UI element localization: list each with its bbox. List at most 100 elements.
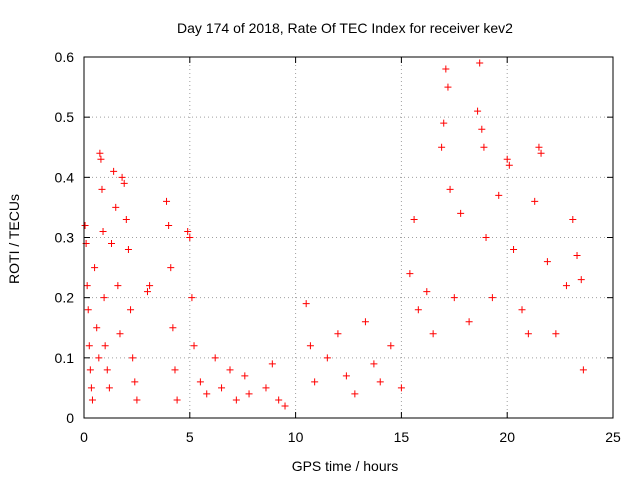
data-point <box>112 203 120 211</box>
data-point <box>86 366 94 374</box>
grid <box>84 57 613 418</box>
data-point <box>84 306 92 314</box>
data-point <box>169 324 177 332</box>
data-point <box>537 149 545 157</box>
data-point <box>218 384 226 392</box>
data-point <box>98 185 106 193</box>
data-point <box>442 65 450 73</box>
data-point <box>116 330 124 338</box>
data-point <box>478 125 486 133</box>
data-point <box>105 384 113 392</box>
data-point <box>482 234 490 241</box>
data-point <box>423 288 431 296</box>
data-point <box>167 264 175 272</box>
data-point <box>334 330 342 338</box>
data-point <box>429 330 437 338</box>
data-point <box>203 390 211 398</box>
data-point <box>524 330 532 338</box>
data-point <box>129 354 137 362</box>
data-point <box>476 59 484 67</box>
data-point <box>165 221 173 229</box>
data-point <box>495 191 503 199</box>
data-point <box>281 402 289 410</box>
data-point <box>370 360 378 368</box>
data-point <box>268 360 276 368</box>
data-point <box>226 366 234 374</box>
data-point <box>457 209 465 217</box>
data-point <box>351 390 359 398</box>
data-point <box>232 396 240 404</box>
data-point <box>143 288 151 296</box>
data-point <box>120 179 128 187</box>
data-point <box>245 390 253 398</box>
data-point <box>87 384 95 392</box>
data-point <box>579 366 587 374</box>
data-point <box>133 396 141 404</box>
data-point <box>96 149 104 157</box>
x-tick-label: 25 <box>605 429 621 445</box>
data-point <box>474 107 482 115</box>
y-axis-title: ROTI / TECUs <box>6 194 22 284</box>
data-point <box>406 270 414 278</box>
x-tick-label: 5 <box>186 429 194 445</box>
y-tick-label: 0.5 <box>55 109 75 125</box>
data-point <box>100 294 108 302</box>
data-point <box>93 324 101 332</box>
y-tick-label: 0 <box>66 410 74 426</box>
data-point <box>91 264 99 272</box>
data-point <box>387 342 395 350</box>
data-point <box>480 143 488 151</box>
data-point <box>108 240 116 248</box>
data-point <box>552 330 560 338</box>
data-point <box>397 384 405 392</box>
data-point <box>88 396 96 404</box>
data-point <box>110 167 118 175</box>
data-point <box>440 119 448 127</box>
data-point <box>446 185 454 193</box>
data-point <box>376 378 384 386</box>
ticks: 0 5 10 15 20 25 0 0.1 0.2 0.3 0.4 0.5 0.6 <box>55 49 621 445</box>
data-point <box>122 215 130 223</box>
data-point <box>83 282 91 290</box>
data-point <box>173 396 181 404</box>
data-point <box>323 354 331 362</box>
data-point <box>438 143 446 151</box>
data-point <box>103 366 111 374</box>
data-point <box>414 306 422 314</box>
data-point <box>184 227 192 235</box>
data-point <box>262 384 270 392</box>
data-point <box>503 155 511 163</box>
data-point <box>114 282 122 290</box>
data-point <box>275 396 283 404</box>
x-tick-label: 0 <box>80 429 88 445</box>
y-tick-label: 0.1 <box>55 350 75 366</box>
data-point <box>505 161 513 169</box>
data-point <box>510 246 518 254</box>
data-point <box>577 276 585 284</box>
data-point <box>444 83 452 91</box>
data-point <box>118 173 126 181</box>
x-tick-label: 10 <box>288 429 304 445</box>
data-point <box>146 282 154 290</box>
data-point <box>241 372 249 380</box>
data-point <box>535 143 543 151</box>
data-points <box>81 59 587 410</box>
data-point <box>186 234 194 241</box>
data-point <box>190 342 198 350</box>
data-point <box>573 252 581 260</box>
chart-title: Day 174 of 2018, Rate Of TEC Index for r… <box>177 20 513 36</box>
data-point <box>518 306 526 314</box>
data-point <box>488 294 496 302</box>
data-point <box>97 155 105 163</box>
data-point <box>302 300 310 308</box>
y-tick-label: 0.6 <box>55 49 75 65</box>
data-point <box>211 354 219 362</box>
data-point <box>81 221 89 229</box>
data-point <box>127 306 135 314</box>
data-point <box>306 342 314 350</box>
data-point <box>410 215 418 223</box>
x-axis-title: GPS time / hours <box>292 458 399 474</box>
